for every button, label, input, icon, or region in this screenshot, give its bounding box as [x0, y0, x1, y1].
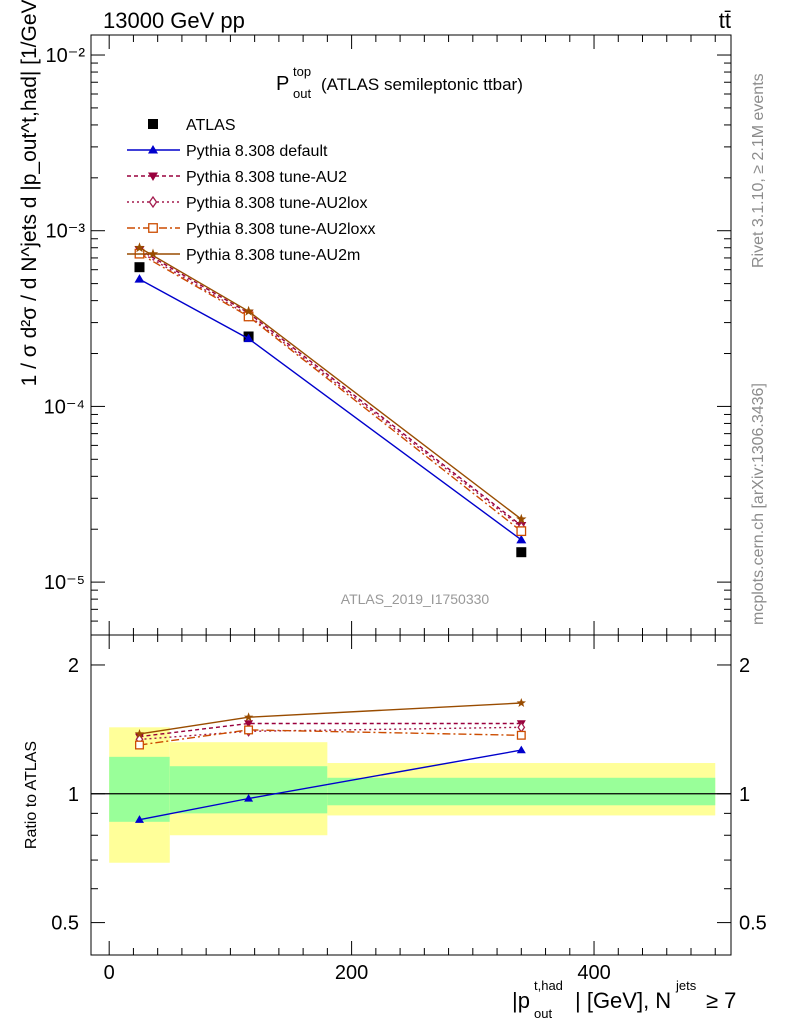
legend-marks [127, 119, 180, 259]
main-y-tick-label: 10⁻⁴ [44, 396, 85, 418]
main-plot-title: P top out (ATLAS semileptonic ttbar) [276, 64, 523, 101]
ratio-y-tick-label-right: 2 [739, 655, 750, 677]
legend-marker-tune-au2lox [148, 195, 158, 209]
xlabel-b-sup: jets [675, 978, 697, 993]
ratio-y-tick-label: 1 [68, 784, 79, 806]
series-line-tune-au2loxx [139, 253, 522, 532]
xlabel-b: | [GeV], N [575, 988, 671, 1013]
xlabel-a-sup: t,had [534, 978, 563, 993]
legend-marker-atlas [148, 119, 158, 129]
xlabel-a: |p [512, 988, 530, 1013]
ratio-band-inner [169, 766, 328, 814]
x-axis-label: |p t,had out | [GeV], N jets ≥ 7 [512, 978, 736, 1021]
point-atlas [134, 262, 145, 273]
legend-marker-tune-au2 [148, 172, 158, 181]
main-y-tick-label: 10⁻³ [46, 221, 86, 243]
ratio-y-axis-label: Ratio to ATLAS [23, 741, 40, 849]
legend-label-atlas: ATLAS [186, 117, 236, 134]
analysis-label: ATLAS_2019_I1750330 [341, 591, 490, 607]
ratio-y-tick-label-right: 1 [739, 784, 750, 806]
rivet-version-label: Rivet 3.1.10, ≥ 2.1M events [750, 73, 767, 268]
series-line-default [139, 278, 522, 541]
ratio-y-tick-label: 0.5 [51, 913, 79, 935]
point-default [134, 274, 145, 283]
legend-marker-tune-au2loxx [148, 223, 158, 233]
legend-label-default: Pythia 8.308 default [186, 143, 328, 160]
ratio-point-default [244, 793, 254, 802]
series-line-tune-au2 [139, 249, 522, 527]
ratio-point-tune-au2m [516, 698, 526, 707]
title-sup: top [293, 64, 311, 79]
legend: ATLAS Pythia 8.308 default Pythia 8.308 … [186, 117, 375, 264]
ratio-point-tune-au2 [244, 720, 254, 728]
ratio-point-tune-au2m [243, 712, 254, 722]
main-y-tick-label: 10⁻⁵ [44, 572, 85, 594]
legend-marker-tune-au2m [147, 248, 159, 259]
x-tick-label: 200 [335, 962, 368, 984]
point-atlas [516, 547, 527, 558]
title-sub: out [293, 86, 311, 101]
point-tune-au2m [134, 242, 145, 253]
mcplots-label: mcplots.cern.ch [arXiv:1306.3436] [750, 383, 767, 625]
ratio-plot-frame [90, 634, 732, 956]
ratio-point-tune-au2loxx [244, 725, 254, 735]
ratio-band-inner [327, 777, 716, 806]
legend-label-au2: Pythia 8.308 tune-AU2 [186, 169, 347, 186]
point-default [516, 534, 527, 544]
ratio-point-tune-au2m [134, 729, 145, 738]
header-right: tt̄ [719, 8, 731, 33]
x-tick-label: 400 [577, 962, 610, 984]
ratio-plot: 0.5 0.5 1 1 2 2 0 200 400 [51, 634, 767, 984]
legend-label-au2lox: Pythia 8.308 tune-AU2lox [186, 195, 367, 212]
ratio-y-tick-label-right: 0.5 [739, 913, 767, 935]
x-tick-label: 0 [104, 962, 115, 984]
legend-label-au2m: Pythia 8.308 tune-AU2m [186, 247, 360, 264]
ratio-y-tick-label: 2 [68, 655, 79, 677]
xlabel-c: ≥ 7 [706, 988, 736, 1013]
main-plot: 10⁻⁵ 10⁻⁴ 10⁻³ 10⁻² [44, 34, 732, 636]
header-left: 13000 GeV pp [103, 8, 245, 33]
ratio-line-tune-au2loxx [139, 729, 522, 746]
point-tune-au2m [243, 305, 254, 316]
ratio-line-tune-au2 [139, 722, 522, 738]
title-rest: (ATLAS semileptonic ttbar) [321, 75, 523, 94]
legend-label-au2loxx: Pythia 8.308 tune-AU2loxx [186, 221, 375, 238]
ratio-band-inner [109, 756, 170, 822]
ratio-point-default [134, 815, 144, 823]
series-line-tune-au2m [139, 247, 522, 520]
ratio-line-tune-au2lox [139, 726, 522, 741]
point-tune-au2m [516, 513, 527, 524]
title-main: P [276, 73, 289, 95]
ratio-point-tune-au2loxx [135, 740, 144, 750]
ratio-point-default [516, 745, 526, 754]
xlabel-a-sub: out [534, 1006, 552, 1021]
main-y-axis-label: 1 / σ d²σ / d N^jets d |p_out^t,had| [1/… [18, 0, 41, 386]
legend-marker-default [148, 145, 158, 154]
point-default [243, 333, 254, 343]
ratio-point-tune-au2loxx [516, 730, 526, 740]
main-y-tick-label: 10⁻² [46, 45, 86, 67]
series-line-tune-au2lox [139, 251, 522, 528]
point-tune-au2loxx [516, 526, 527, 537]
